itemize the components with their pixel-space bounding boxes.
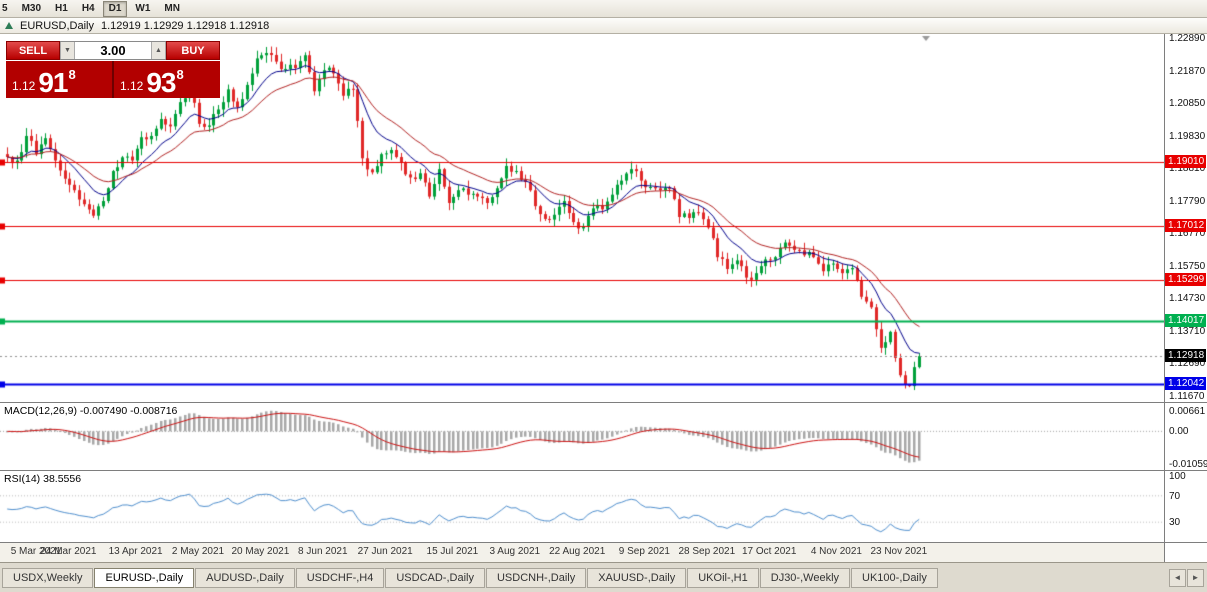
price-tick-label: 1.13710 [1169, 325, 1206, 337]
price-level-label: 1.14017 [1165, 314, 1206, 328]
date-label: 3 Aug 2021 [489, 546, 541, 557]
chart-tab-ukoil-h1[interactable]: UKOil-,H1 [687, 567, 759, 588]
chart-tab-audusd-daily[interactable]: AUDUSD-,Daily [195, 567, 295, 588]
chart-title-bar: EURUSD,Daily 1.12919 1.12929 1.12918 1.1… [0, 18, 1207, 34]
buy-price-pip: 8 [176, 67, 184, 82]
timeframe-button-mn[interactable]: MN [164, 2, 180, 14]
date-label: 23 Nov 2021 [870, 546, 928, 557]
rsi-axis-label: 30 [1169, 517, 1181, 529]
date-label: 20 May 2021 [231, 546, 290, 557]
date-label: 24 Mar 2021 [40, 546, 97, 557]
volume-down-icon[interactable]: ▼ [60, 42, 75, 59]
panel-separator-rsi-dates[interactable] [0, 542, 1207, 543]
price-tick-label: 1.19830 [1169, 130, 1206, 142]
timeframe-button-h4[interactable]: H4 [81, 2, 95, 14]
timeframe-button-d1[interactable]: D1 [102, 0, 128, 17]
tab-scroll-left-button[interactable]: ◄ [1169, 568, 1186, 587]
chart-tab-usdchf-h4[interactable]: USDCHF-,H4 [295, 567, 385, 588]
price-level-label: 1.17012 [1165, 218, 1206, 232]
chart-tab-usdcnh-daily[interactable]: USDCNH-,Daily [485, 567, 587, 588]
price-tick-label: 1.20850 [1169, 98, 1206, 110]
price-tick-label: 1.16770 [1169, 228, 1206, 240]
volume-input[interactable]: ▼ 3.00 ▲ [60, 41, 166, 60]
chart-tab-xauusd-daily[interactable]: XAUUSD-,Daily [587, 567, 687, 588]
price-level-label: 1.12042 [1165, 377, 1206, 391]
date-label: 27 Jun 2021 [357, 546, 413, 557]
tab-scroll-arrows: ◄ ► [1169, 568, 1204, 587]
date-label: 15 Jul 2021 [426, 546, 479, 557]
trade-prices-row: 1.12 91 8 1.12 93 8 [6, 61, 220, 98]
price-level-label: 1.15299 [1165, 273, 1206, 287]
date-label: 8 Jun 2021 [298, 546, 348, 557]
date-label: 2 May 2021 [171, 546, 225, 557]
price-axis[interactable]: 1.22890 1.21870 1.20850 1.19830 1.18810 1.177… [1164, 33, 1207, 562]
date-label: 9 Sep 2021 [618, 546, 670, 557]
buy-price-display[interactable]: 1.12 93 8 [114, 61, 220, 98]
price-tick-label: 1.17790 [1169, 195, 1206, 207]
price-tick-label: 1.18810 [1169, 163, 1206, 175]
date-label: 22 Aug 2021 [549, 546, 606, 557]
buy-price-prefix: 1.12 [120, 79, 144, 93]
buy-price-big: 93 [146, 67, 176, 98]
bid-price-label: 1.12918 [1165, 349, 1206, 363]
date-label: 28 Sep 2021 [678, 546, 736, 557]
trade-controls-row: SELL ▼ 3.00 ▲ BUY [6, 41, 220, 60]
rsi-name: RSI(14) [4, 473, 41, 485]
timeframe-toolbar: 5 M30 H1 H4 D1 W1 MN [0, 0, 1207, 18]
price-tick-label: 1.14730 [1169, 293, 1206, 305]
chart-tabs-bar: USDX,Weekly EURUSD-,Daily AUDUSD-,Daily USD… [0, 562, 1207, 592]
volume-value: 3.00 [100, 43, 126, 58]
macd-indicator-label: MACD(12,26,9) -0.007490 -0.008716 [4, 405, 177, 417]
date-label: 5 Mar 2021 [10, 546, 62, 557]
chart-title-quotes: 1.12919 1.12929 1.12918 1.12918 [100, 19, 270, 32]
macd-axis-label: 0.00661 [1169, 406, 1206, 417]
chart-tab-eurusd-daily[interactable]: EURUSD-,Daily [94, 567, 195, 588]
volume-up-icon[interactable]: ▲ [151, 42, 166, 59]
sell-price-pip: 8 [68, 67, 76, 82]
sell-price-display[interactable]: 1.12 91 8 [6, 61, 112, 98]
rsi-value: 38.5556 [43, 473, 82, 485]
price-tick-label: 1.22890 [1169, 33, 1206, 44]
price-tick-label: 1.11670 [1169, 391, 1205, 402]
chart-tab-usdcad-daily[interactable]: USDCAD-,Daily [385, 567, 485, 588]
chart-icon [5, 22, 13, 29]
chart-canvas[interactable] [0, 34, 1164, 543]
timeframe-button-w1[interactable]: W1 [135, 2, 151, 14]
tab-scroll-right-button[interactable]: ► [1187, 568, 1204, 587]
date-label: 4 Nov 2021 [810, 546, 862, 557]
macd-values: -0.007490 -0.008716 [79, 405, 178, 417]
rsi-axis-label: 100 [1169, 471, 1186, 482]
macd-axis-label: 0.00 [1169, 426, 1189, 438]
chart-title-symbol: EURUSD,Daily [20, 19, 94, 32]
date-label: 13 Apr 2021 [108, 546, 163, 557]
price-tick-label: 1.12690 [1169, 358, 1206, 370]
buy-button[interactable]: BUY [166, 41, 220, 60]
rsi-indicator-label: RSI(14) 38.5556 [4, 473, 81, 485]
price-tick-label: 1.15750 [1169, 260, 1206, 272]
panel-separator-main-macd[interactable] [0, 402, 1207, 403]
macd-name: MACD(12,26,9) [4, 405, 77, 417]
chart-tab-dj30-weekly[interactable]: DJ30-,Weekly [759, 567, 851, 588]
timeframe-button-h1[interactable]: H1 [55, 2, 68, 14]
rsi-axis-label: 70 [1169, 490, 1181, 502]
timeframe-button-5[interactable]: 5 [2, 2, 8, 14]
sell-price-prefix: 1.12 [12, 79, 36, 93]
timeframe-button-m30[interactable]: M30 [21, 2, 42, 14]
price-tick-label: 1.21870 [1169, 65, 1206, 77]
chart-tab-uk100-daily[interactable]: UK100-,Daily [851, 567, 938, 588]
time-axis[interactable]: 5 Mar 2021 24 Mar 2021 13 Apr 2021 2 May 20… [0, 543, 1164, 562]
one-click-trading-widget: SELL ▼ 3.00 ▲ BUY 1.12 91 8 1.12 93 8 [6, 41, 220, 98]
sell-button[interactable]: SELL [6, 41, 60, 60]
date-label: 17 Oct 2021 [741, 546, 797, 557]
macd-axis-label: -0.01059 [1169, 459, 1207, 470]
panel-separator-macd-rsi[interactable] [0, 470, 1207, 471]
price-level-label: 1.19010 [1165, 154, 1206, 168]
chart-tab-usdx-weekly[interactable]: USDX,Weekly [2, 567, 94, 588]
sell-price-big: 91 [38, 67, 68, 98]
